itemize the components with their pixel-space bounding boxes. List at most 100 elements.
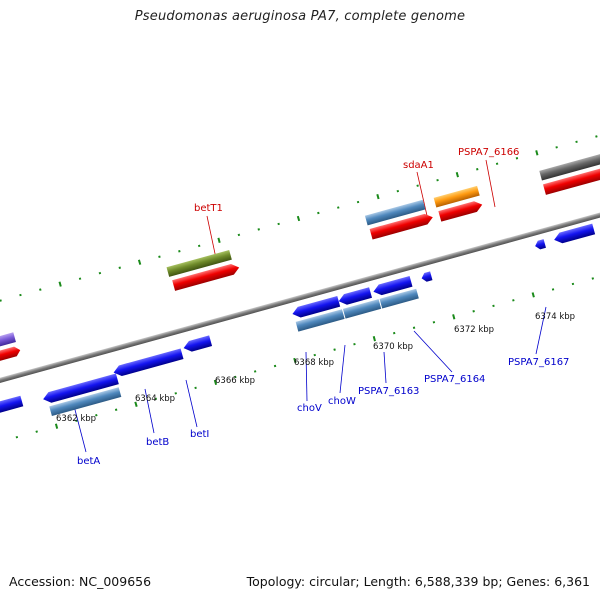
ruler-minor-tick [158,255,161,258]
leader-betI [185,379,198,428]
cds-reverse-betI[interactable] [182,335,213,353]
ruler-major-tick [134,401,138,407]
ruler-minor-tick [476,168,479,171]
ruler-minor-tick [472,310,475,313]
tick-label: 6362 kbp [56,414,96,424]
gene-label-PSPA7_6164[interactable]: PSPA7_6164 [424,374,485,385]
outer-ruler-dots [0,135,598,302]
gene-label-PSPA7_6166[interactable]: PSPA7_6166 [458,147,519,158]
ruler-minor-tick [555,146,558,149]
tick-label: 6374 kbp [535,312,575,322]
gene-label-PSPA7_6167[interactable]: PSPA7_6167 [508,357,569,368]
ruler-tick-labels: 6362 kbp 6364 kbp 6366 kbp 6368 kbp 6370… [56,312,575,424]
leader-betB [144,388,155,434]
cds-forward-right-edge[interactable] [543,164,600,195]
gene-label-betI[interactable]: betI [190,429,209,440]
ruler-minor-tick [396,189,400,193]
ruler-minor-tick [353,342,356,346]
ruler-minor-tick [253,370,257,373]
ruler-minor-tick [412,326,416,329]
ruler-minor-tick [333,348,336,351]
gene-betA[interactable] [49,387,122,417]
ruler-minor-tick [551,288,555,291]
gene-purple-left[interactable] [0,332,16,350]
ruler-minor-tick [174,392,177,395]
gene-label-PSPA7_6163[interactable]: PSPA7_6163 [358,386,419,397]
ruler-minor-tick [78,277,82,280]
cds-reverse-PSPA7_6167[interactable] [553,223,596,245]
leader-betA [72,401,87,453]
ruler-major-tick [372,335,376,342]
ruler-minor-tick [317,211,320,215]
cds-reverse-PSPA7_6163[interactable] [372,276,413,297]
genome-summary: Topology: circular; Length: 6,588,339 bp… [246,574,590,589]
gene-choW[interactable] [342,299,382,319]
ruler-minor-tick [515,157,519,160]
ruler-minor-tick [154,397,158,401]
gene-label-betB[interactable]: betB [146,437,169,448]
ruler-minor-tick [432,320,436,324]
cds-reverse-betB[interactable] [112,348,184,377]
ruler-minor-tick [98,271,102,275]
gene-features[interactable] [0,145,600,429]
ruler-minor-tick [35,430,38,433]
cds-forward-betT1[interactable] [172,262,240,291]
ruler-major-tick [535,150,539,156]
ruler-minor-tick [0,299,2,302]
cds-reverse-small[interactable] [534,239,546,250]
cds-reverse-choW[interactable] [337,287,373,306]
cds-reverse-left-edge[interactable] [0,395,24,413]
gene-label-betT1[interactable]: betT1 [194,203,223,214]
gene-gray-right[interactable] [539,150,600,181]
ruler-minor-tick [118,266,121,269]
reverse-gene-track [49,288,419,417]
ruler-minor-tick [19,293,22,297]
ruler-minor-tick [15,435,19,439]
ruler-minor-tick [392,331,396,335]
leader-PSPA7_6167 [535,306,547,355]
ruler-minor-tick [114,408,118,411]
ruler-minor-tick [416,184,419,187]
ruler-major-tick [452,314,456,320]
cds-forward-left-edge[interactable] [0,345,22,364]
cds-reverse-PSPA7_6164[interactable] [420,271,433,282]
gene-label-sdaA1[interactable]: sdaA1 [403,160,434,171]
gene-PSPA7_6163[interactable] [379,288,419,309]
tick-label: 6366 kbp [215,376,255,386]
ruler-major-tick [213,379,218,386]
leader-PSPA7_6164 [413,330,453,373]
ruler-minor-tick [75,419,78,422]
page-title: Pseudomonas aeruginosa PA7, complete gen… [134,9,466,24]
cds-forward-PSPA7_6166[interactable] [438,199,483,222]
ruler-major-tick [217,237,221,244]
leader-sdaA1 [416,171,429,221]
ruler-major-tick [296,215,301,222]
ruler-minor-tick [197,244,201,248]
ruler-minor-tick [571,282,575,286]
ruler-major-tick [54,423,59,429]
cds-reverse-choV[interactable] [291,295,341,319]
forward-gene-track [0,150,600,350]
tick-label: 6364 kbp [135,394,175,404]
tick-label: 6370 kbp [373,342,413,352]
ruler-minor-tick [591,277,595,280]
ruler-minor-tick [492,304,495,308]
gene-betT1[interactable] [166,250,232,277]
gene-choV[interactable] [295,309,345,332]
ruler-major-tick [531,292,535,298]
ruler-minor-tick [313,353,316,357]
cds-forward-sdaA1[interactable] [369,212,435,240]
gene-name-labels: betT1 sdaA1 PSPA7_6166 betA betB betI ch… [77,147,569,467]
gene-label-choV[interactable]: choV [297,403,322,414]
gene-label-betA[interactable]: betA [77,456,100,467]
ruler-minor-tick [337,206,340,209]
ruler-major-tick [455,172,459,178]
accession-label: Accession: NC_009656 [9,574,152,589]
cds-reverse-betA[interactable] [42,373,119,405]
gene-sdaA1[interactable] [364,199,426,226]
gene-PSPA7_6166[interactable] [433,185,480,208]
label-leaders [72,159,547,453]
tick-label: 6368 kbp [294,358,334,368]
gene-label-choW[interactable]: choW [328,396,356,407]
